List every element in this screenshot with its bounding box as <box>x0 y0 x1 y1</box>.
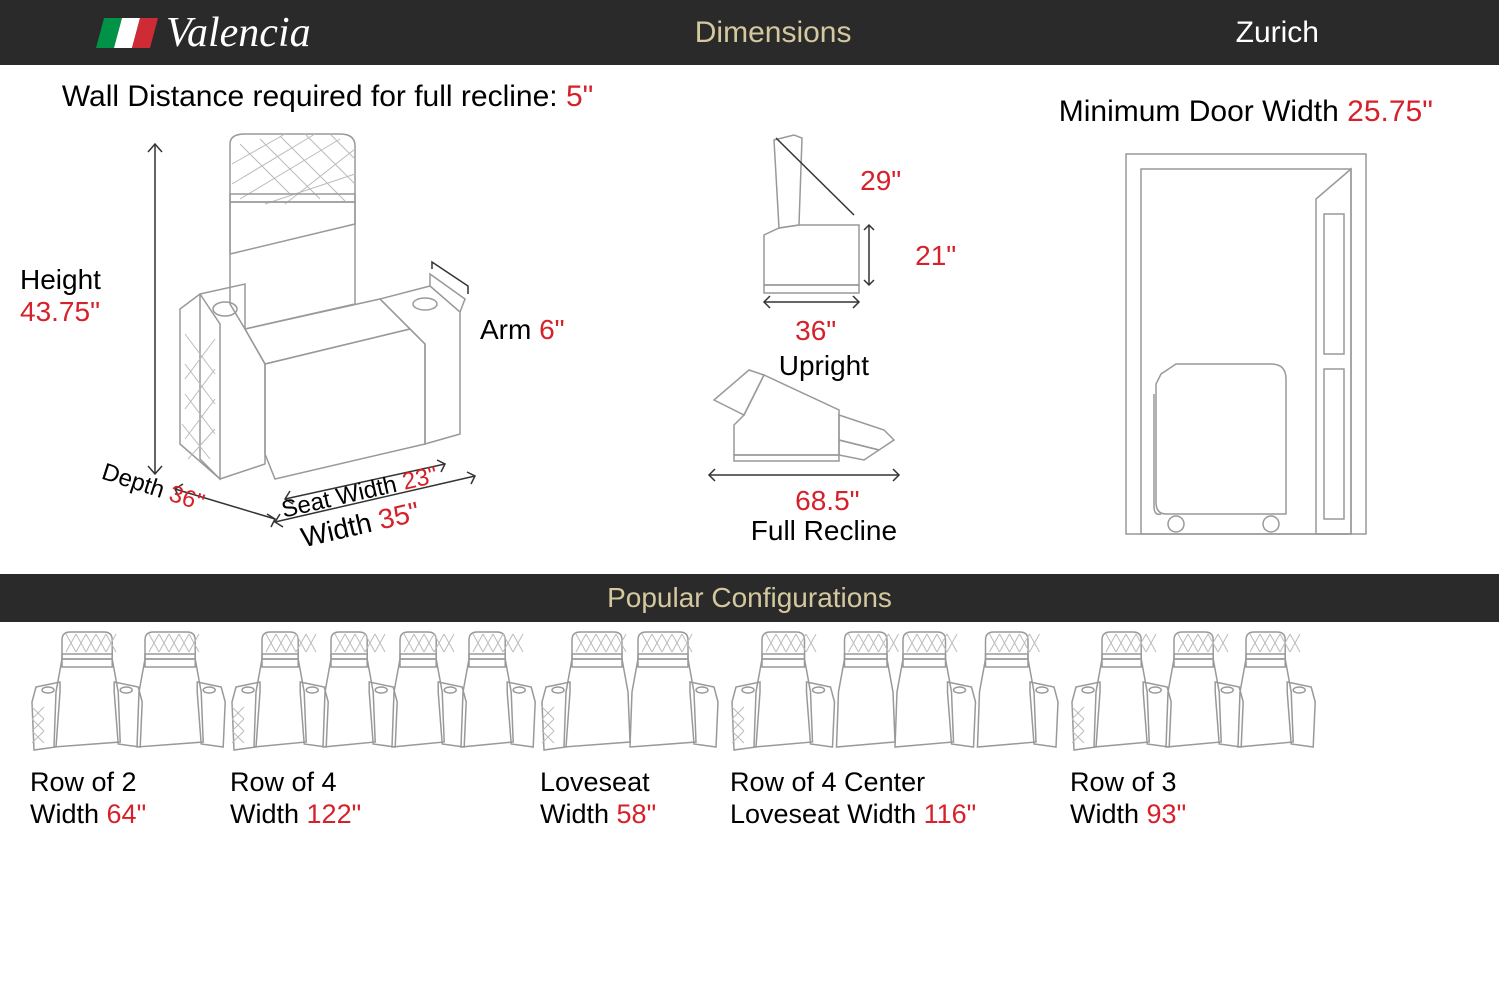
config-label: Row of 4Width 122" <box>230 766 530 831</box>
config-item: Row of 3Width 93" <box>1070 632 1310 831</box>
italian-flag-icon <box>96 18 158 48</box>
config-label: Row of 4 CenterLoveseat Width 116" <box>730 766 1060 831</box>
configs-row: Row of 2Width 64"Row of 4Width 122"Loves… <box>0 622 1499 856</box>
upright-back-dim: 29" <box>860 165 901 197</box>
configs-header: Popular Configurations <box>0 574 1499 622</box>
height-dim-line <box>140 144 170 484</box>
config-label: LoveseatWidth 58" <box>540 766 720 831</box>
chair-dimensions-panel: Wall Distance required for full recline:… <box>20 80 635 564</box>
door-panel: Minimum Door Width 25.75" <box>1013 80 1479 564</box>
upright-side-icon <box>724 130 924 310</box>
chair-isometric-icon <box>170 134 490 504</box>
config-item: Row of 4 CenterLoveseat Width 116" <box>730 632 1060 831</box>
upright-depth-dim: 36" <box>795 315 836 347</box>
brand-name: Valencia <box>166 9 311 57</box>
config-item: Row of 2Width 64" <box>30 632 220 831</box>
config-chairs-icon <box>230 632 530 757</box>
height-label: Height43.75" <box>20 264 101 328</box>
header-bar: Valencia Dimensions Zurich <box>0 0 1499 65</box>
recline-side-icon <box>684 360 964 490</box>
config-chairs-icon <box>30 632 220 757</box>
side-views-panel: 29" 21" 36" Upright 68.5" Full Recline <box>665 80 983 564</box>
arm-label: Arm 6" <box>480 314 565 346</box>
header-model: Zurich <box>1236 16 1399 50</box>
config-item: Row of 4Width 122" <box>230 632 530 831</box>
config-chairs-icon <box>540 632 720 757</box>
recline-length-dim: 68.5" <box>795 485 859 517</box>
recline-label: Full Recline <box>665 515 983 547</box>
config-item: LoveseatWidth 58" <box>540 632 720 831</box>
door-width-label: Minimum Door Width 25.75" <box>1013 95 1479 129</box>
config-label: Row of 3Width 93" <box>1070 766 1310 831</box>
config-label: Row of 2Width 64" <box>30 766 220 831</box>
wall-distance-note: Wall Distance required for full recline:… <box>20 80 635 114</box>
brand: Valencia <box>100 9 311 57</box>
config-chairs-icon <box>1070 632 1310 757</box>
main-content: Wall Distance required for full recline:… <box>0 65 1499 574</box>
upright-seat-dim: 21" <box>915 240 956 272</box>
config-chairs-icon <box>730 632 1060 757</box>
header-title: Dimensions <box>311 16 1236 50</box>
door-icon <box>1106 144 1386 544</box>
